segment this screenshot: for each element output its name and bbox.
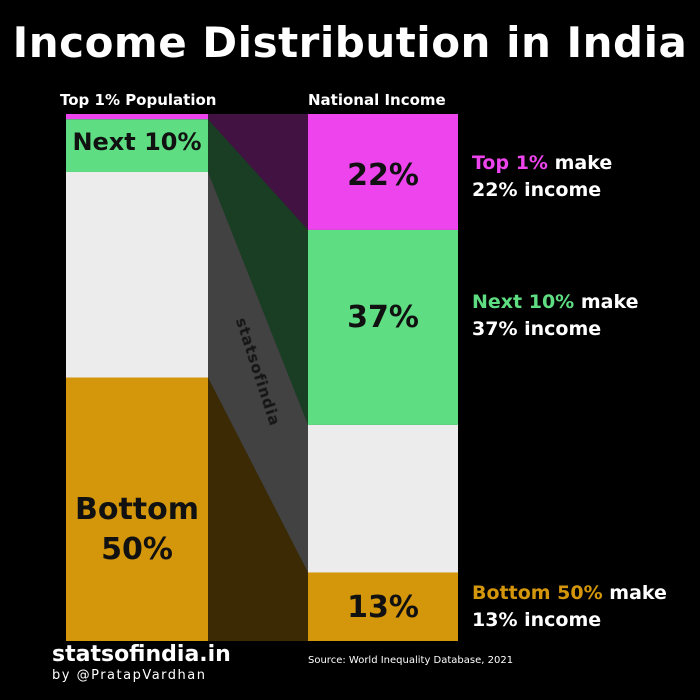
source-note: Source: World Inequality Database, 2021 xyxy=(308,655,514,666)
population-bar-bottom50 xyxy=(66,377,208,641)
income-bar-middle40 xyxy=(308,424,458,573)
population-column-header: Top 1% Population xyxy=(60,91,217,109)
income-bottom50-label: 13% xyxy=(347,590,419,625)
band-top1 xyxy=(208,114,308,230)
income-bar-top1 xyxy=(308,114,458,230)
author-byline: by @PratapVardhan xyxy=(52,668,207,683)
income-next10-label: 37% xyxy=(347,300,419,335)
band-bottom50 xyxy=(208,377,308,641)
bottom50-annotation: Bottom 50% make 13% income xyxy=(472,580,667,634)
bottom50-annotation-value: 13% income xyxy=(472,609,602,631)
next10-annotation-value: 37% income xyxy=(472,318,602,340)
population-bottom50-label-line1: Bottom xyxy=(74,492,200,527)
income-bar-bottom50 xyxy=(308,572,458,641)
population-bottom50-label-line2: 50% xyxy=(101,532,173,567)
next10-annotation-make: make xyxy=(580,291,639,313)
chart-title: Income Distribution in India xyxy=(12,18,688,67)
population-next10-label: Next 10% xyxy=(72,128,202,156)
top1-annotation-make: make xyxy=(554,152,613,174)
income-top1-label: 22% xyxy=(347,158,419,193)
top1-annotation-group: Top 1% xyxy=(472,152,548,174)
next10-annotation: Next 10% make 37% income xyxy=(472,289,638,343)
bottom50-annotation-make: make xyxy=(609,582,667,604)
population-bar-next10 xyxy=(66,119,208,172)
top1-annotation: Top 1% make 22% income xyxy=(472,150,612,204)
income-column-header: National Income xyxy=(308,91,446,109)
bottom50-annotation-group: Bottom 50% xyxy=(472,582,603,604)
brand-name: statsofindia.in xyxy=(52,642,231,667)
next10-annotation-group: Next 10% xyxy=(472,291,575,313)
band-next10 xyxy=(208,119,308,425)
band-middle40 xyxy=(208,171,308,573)
population-bar-middle40 xyxy=(66,171,208,378)
top1-annotation-value: 22% income xyxy=(472,179,602,201)
income-bar-next10 xyxy=(308,229,458,425)
population-bar-top1 xyxy=(66,114,208,120)
